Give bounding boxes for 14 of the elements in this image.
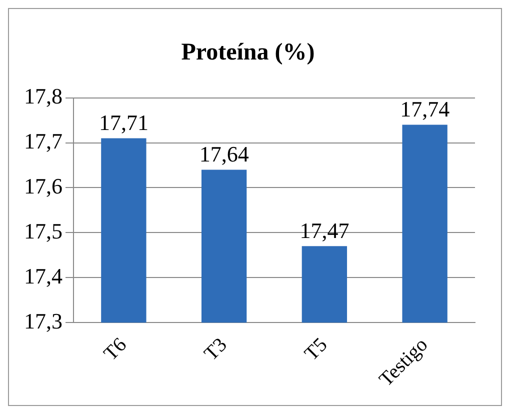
data-label: 17,47 [300,218,350,243]
data-label: 17,71 [98,110,148,136]
data-label: 17,64 [199,142,249,167]
y-tick-label: 17,4 [24,263,62,288]
y-tick-label: 17,5 [24,218,62,244]
y-tick-label: 17,7 [24,128,62,154]
x-tick-label: T6 [100,334,131,366]
y-tick-label: 17,8 [24,84,62,109]
chart-title: Proteína (%) [181,40,315,66]
x-tick-label: T5 [300,334,332,366]
data-label: 17,74 [400,96,450,122]
y-tick-label: 17,6 [24,174,62,198]
y-tick-label: 17,3 [24,308,62,334]
x-tick-label: T3 [200,334,232,366]
